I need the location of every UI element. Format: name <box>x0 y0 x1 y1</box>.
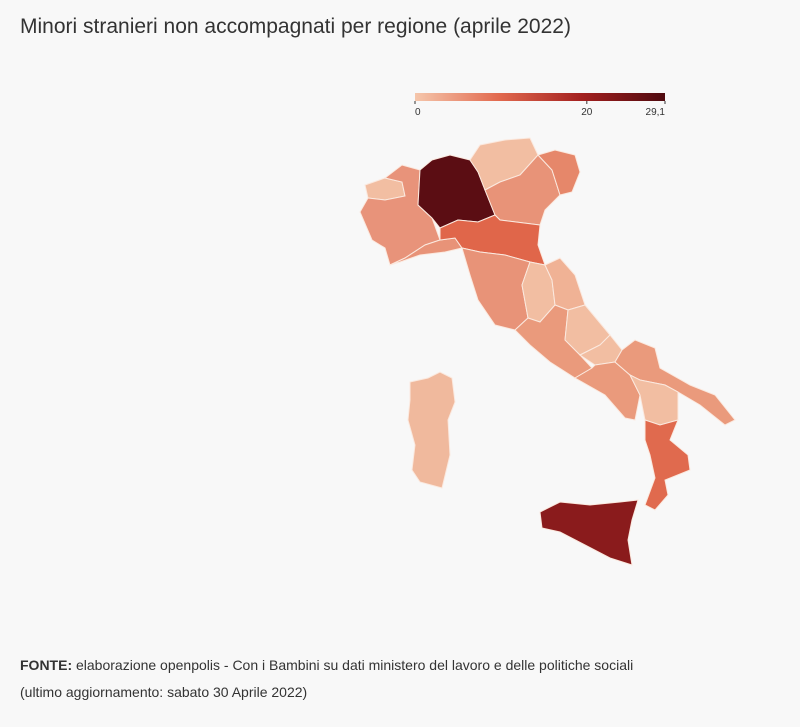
legend: 0 20 29,1 <box>414 93 666 118</box>
legend-tick-label: 0 <box>415 107 421 118</box>
region <box>407 371 456 489</box>
chart-title: Minori stranieri non accompagnati per re… <box>20 15 571 38</box>
updated: (ultimo aggiornamento: sabato 30 Aprile … <box>20 684 307 700</box>
source-text: elaborazione openpolis - Con i Bambini s… <box>76 657 633 673</box>
region <box>539 499 639 566</box>
region <box>644 419 691 511</box>
region <box>461 247 531 331</box>
region <box>537 149 581 196</box>
source: FONTE: elaborazione openpolis - Con i Ba… <box>20 657 633 673</box>
map <box>359 137 736 566</box>
legend-tick-label: 20 <box>581 107 593 118</box>
legend-tick-label: 29,1 <box>646 107 666 118</box>
legend-bar <box>415 93 665 101</box>
source-label: FONTE: <box>20 657 72 673</box>
